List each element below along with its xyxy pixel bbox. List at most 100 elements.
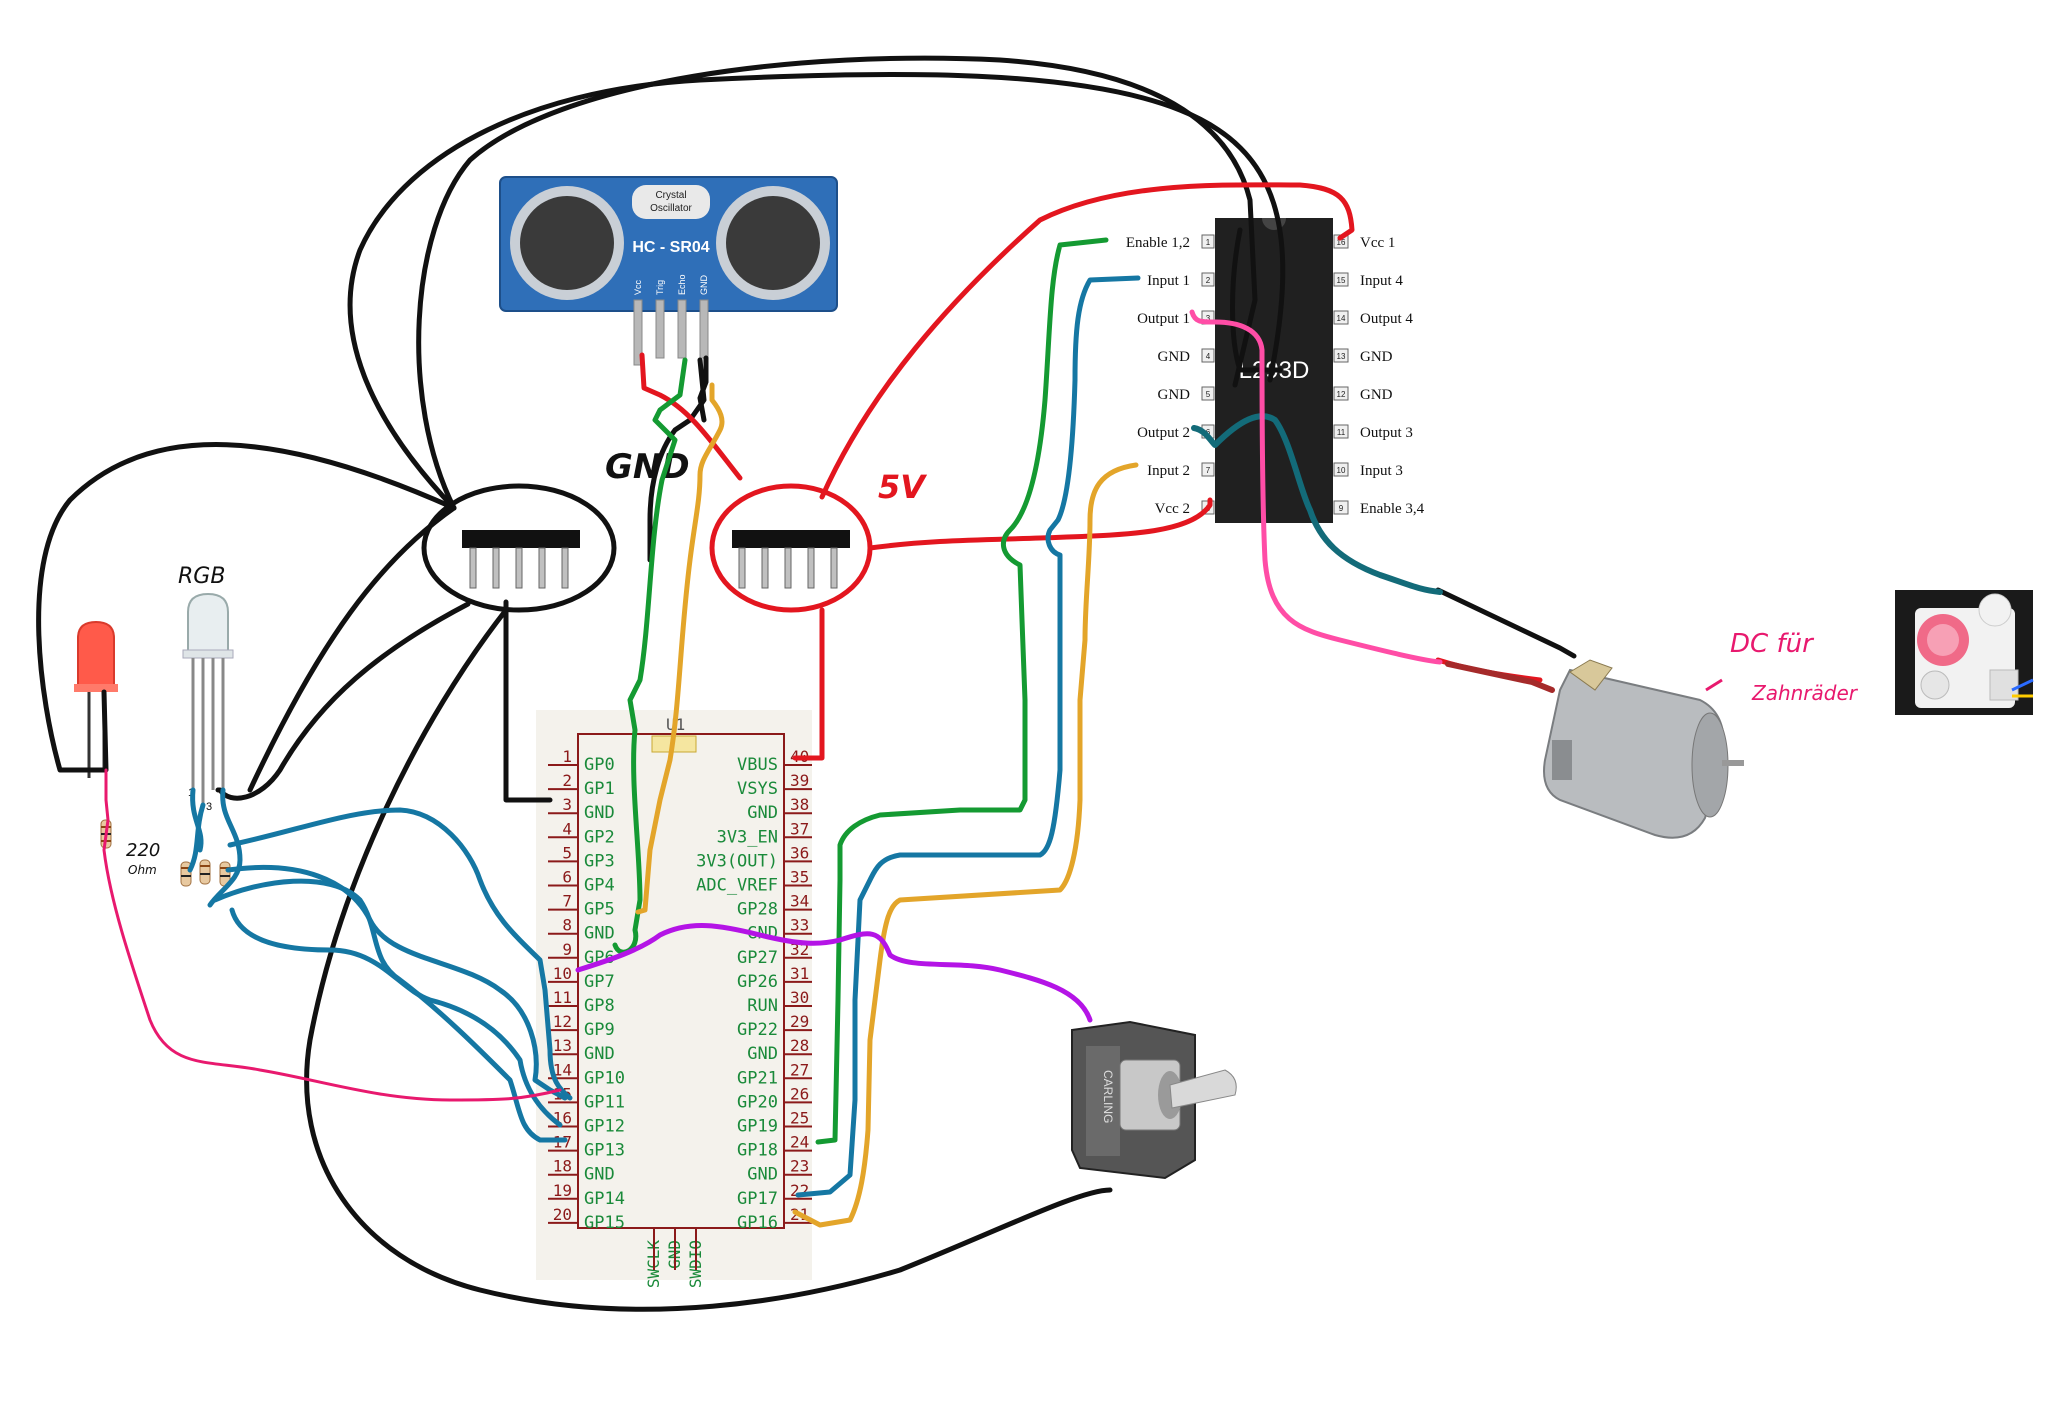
pico-pin-number-right: 25 xyxy=(790,1109,809,1128)
pico-pin-number-right: 30 xyxy=(790,988,809,1007)
toggle-switch: CARLING xyxy=(1071,1020,1237,1180)
sensor-pin-vcc: Vcc xyxy=(633,279,643,295)
sensor-pin-trig: Trig xyxy=(655,280,665,295)
driver-pin-pad-right xyxy=(1333,386,1349,401)
dc-motor xyxy=(1543,659,1744,839)
pico-pin-number-left: 12 xyxy=(553,1012,572,1031)
sensor-label-line1: Crystal xyxy=(655,190,686,201)
pico-pin-name-left: GP10 xyxy=(584,1068,625,1088)
resistor-unit: Ohm xyxy=(128,863,157,877)
pico-pin-name-right: 3V3(OUT) xyxy=(696,851,778,871)
driver-pin-number-right: 16 xyxy=(1337,238,1346,247)
pico-bottom-pins: SWCLK GND SWDIO xyxy=(644,1228,705,1288)
driver-pin-name-right: Input 3 xyxy=(1360,463,1403,479)
driver-pin-name-right: GND xyxy=(1360,387,1393,403)
pico-pin-name-left: GP8 xyxy=(584,996,615,1016)
driver-pin-number-right: 9 xyxy=(1339,504,1344,513)
pico-pin-number-left: 18 xyxy=(553,1157,572,1176)
pico-pin-number-left: 8 xyxy=(562,916,572,935)
pico-pin-number-left: 14 xyxy=(553,1060,572,1079)
pico-pin-number-right: 27 xyxy=(790,1060,809,1079)
pico-pin-name-left: GND xyxy=(584,924,615,944)
pico-pin-number-right: 29 xyxy=(790,1012,809,1031)
pico-pin-name-right: VBUS xyxy=(737,755,778,775)
driver-pin-pad-left xyxy=(1201,386,1215,401)
driver-pin-pad-left xyxy=(1201,234,1215,249)
driver-pin-pad-right xyxy=(1333,272,1349,287)
driver-pin-number-right: 12 xyxy=(1337,390,1346,399)
pico-pin-number-right: 37 xyxy=(790,819,809,838)
pico-pin-name-left: GND xyxy=(584,1165,615,1185)
driver-pin-pad-left xyxy=(1201,462,1215,477)
pico-pin-name-right: GP16 xyxy=(737,1213,778,1233)
pico-pin-name-left: GP7 xyxy=(584,972,615,992)
rgb-pin-3: 3 xyxy=(206,801,212,813)
pico-pin-name-left: GP1 xyxy=(584,779,615,799)
pico-pin-number-right: 33 xyxy=(790,916,809,935)
driver-pin-name-right: Output 3 xyxy=(1360,425,1413,441)
pico-pin-name-right: GND xyxy=(747,803,778,823)
driver-pin-name-right: GND xyxy=(1360,349,1393,365)
pico-pin-name-left: GP14 xyxy=(584,1189,625,1209)
pico-pin-name-right: 3V3_EN xyxy=(717,827,778,847)
driver-pin-pad-right xyxy=(1333,500,1349,515)
pico-pin-name-left: GP9 xyxy=(584,1020,615,1040)
vcc-rail-label: 5V xyxy=(878,468,927,506)
pico-pin-name-left: GP5 xyxy=(584,900,615,920)
pico-pin-name-left: GP4 xyxy=(584,876,615,896)
rgb-led: RGB 1 3 4 xyxy=(178,564,234,813)
pico-pin-name-right: GP20 xyxy=(737,1092,778,1112)
driver-pin-number-right: 13 xyxy=(1337,352,1346,361)
pico-pin-name-left: GP12 xyxy=(584,1117,625,1137)
sensor-pin-gnd: GND xyxy=(699,275,709,296)
pico-pin-name-right: ADC_VREF xyxy=(696,876,778,896)
switch-brand: CARLING xyxy=(1101,1070,1115,1123)
pico-pin-name-right: GP18 xyxy=(737,1141,778,1161)
driver-pin-name-left: Output 2 xyxy=(1137,425,1190,441)
driver-pin-pad-left xyxy=(1201,272,1215,287)
driver-pin-name-left: Enable 1,2 xyxy=(1126,235,1190,251)
motor-note-line1: DC für xyxy=(1730,629,1815,659)
pico-pin-name-left: GP15 xyxy=(584,1213,625,1233)
driver-pin-name-left: Output 1 xyxy=(1137,311,1190,327)
pico-pin-name-left: GND xyxy=(584,1044,615,1064)
pico-pin-number-left: 10 xyxy=(553,964,572,983)
pico-pin-name-right: GP26 xyxy=(737,972,778,992)
pico-pin-name-right: VSYS xyxy=(737,779,778,799)
driver-pin-name-left: Input 1 xyxy=(1147,273,1190,289)
driver-pin-number-right: 14 xyxy=(1337,314,1346,323)
driver-pin-number-left: 2 xyxy=(1206,276,1211,285)
pico-pin-number-left: 11 xyxy=(553,988,572,1007)
driver-pin-number-right: 15 xyxy=(1337,276,1346,285)
pico-pin-number-left: 19 xyxy=(553,1181,572,1200)
pico-pin-number-right: 36 xyxy=(790,843,809,862)
pico-pin-number-right: 23 xyxy=(790,1157,809,1176)
pico-pin-number-left: 20 xyxy=(553,1205,572,1224)
driver-pin-name-left: Vcc 2 xyxy=(1155,501,1190,517)
pico-pin-number-right: 28 xyxy=(790,1036,809,1055)
driver-pin-name-right: Vcc 1 xyxy=(1360,235,1395,251)
pico-pin-name-left: GP2 xyxy=(584,827,615,847)
driver-pin-name-left: GND xyxy=(1158,387,1191,403)
driver-pin-pad-right xyxy=(1333,462,1349,477)
driver-pin-pad-right xyxy=(1333,424,1349,439)
motor-note-pointer xyxy=(1705,678,1723,692)
pico-pin-number-left: 5 xyxy=(562,843,572,862)
pico-pin-number-right: 24 xyxy=(790,1133,809,1152)
pico-pin-number-right: 35 xyxy=(790,868,809,887)
rgb-label: RGB xyxy=(178,564,225,589)
pico-pin-name-right: GP21 xyxy=(737,1068,778,1088)
driver-pin-number-left: 1 xyxy=(1206,238,1211,247)
driver-pin-number-right: 10 xyxy=(1337,466,1346,475)
pico-pin-number-right: 31 xyxy=(790,964,809,983)
red-led xyxy=(74,620,118,778)
driver-pin-number-left: 5 xyxy=(1206,390,1211,399)
pico-pin-name-right: GP28 xyxy=(737,900,778,920)
motor-note-line2: Zahnräder xyxy=(1751,681,1859,705)
driver-pin-number-left: 7 xyxy=(1206,466,1211,475)
gnd-rail: GND xyxy=(421,447,690,613)
driver-pin-name-left: GND xyxy=(1158,349,1191,365)
sensor-name: HC - SR04 xyxy=(632,239,709,256)
